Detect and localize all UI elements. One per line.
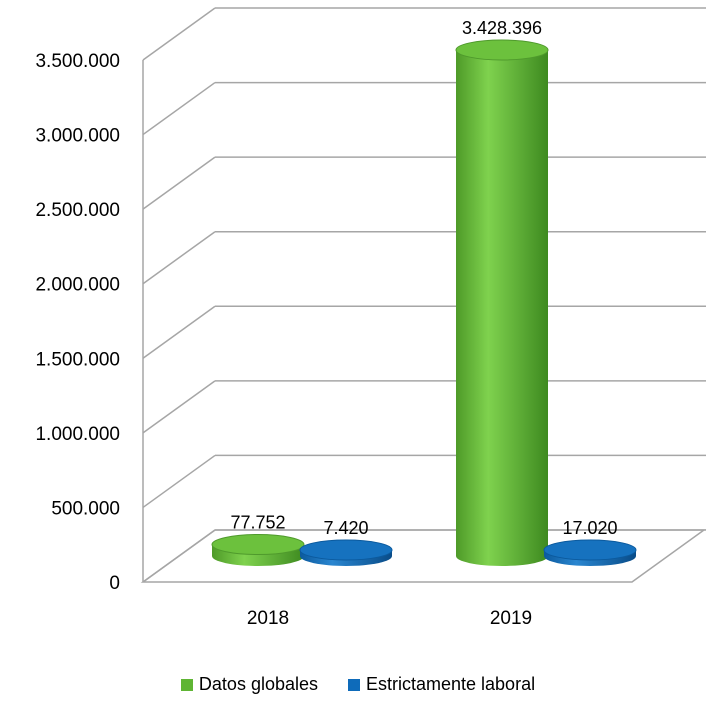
y-tick-label: 1.000.000 xyxy=(35,424,120,445)
y-tick-label: 2.000.000 xyxy=(35,275,120,296)
gridline-diagonal xyxy=(142,7,216,61)
legend-swatch-blue xyxy=(348,678,360,691)
y-tick-label: 500.000 xyxy=(51,498,120,519)
bar xyxy=(455,39,549,566)
gridline-diagonal xyxy=(142,231,216,285)
bar-top xyxy=(455,39,549,61)
data-label: 77.752 xyxy=(230,513,285,533)
bar xyxy=(543,539,637,566)
y-tick-label: 2.500.000 xyxy=(35,200,120,221)
data-label: 7.420 xyxy=(323,518,368,538)
grid-layer xyxy=(140,7,707,583)
legend-label: Estrictamente laboral xyxy=(366,674,536,694)
gridline-diagonal xyxy=(142,454,216,509)
legend-item-estrictamente-laboral: Estrictamente laboral xyxy=(348,674,535,695)
legend-item-datos-globales: Datos globales xyxy=(180,674,318,695)
legend: Datos globales Estrictamente laboral xyxy=(0,674,716,695)
y-tick-label: 3.500.000 xyxy=(35,51,120,72)
bar-body xyxy=(456,50,548,566)
gridline-diagonal xyxy=(142,156,216,210)
y-axis: 0 500.000 1.000.000 1.500.000 2.000.000 2.500… xyxy=(35,51,120,594)
bar-top xyxy=(211,534,305,556)
legend-label: Datos globales xyxy=(198,674,318,694)
chart-floor xyxy=(140,529,707,583)
x-tick-label: 2018 xyxy=(247,608,289,629)
bars-layer xyxy=(211,39,637,566)
y-tick-label: 0 xyxy=(109,573,120,594)
data-label: 17.020 xyxy=(562,518,617,538)
y-tick-label: 1.500.000 xyxy=(35,349,120,370)
x-axis: 2018 2019 xyxy=(247,608,532,629)
legend-swatch-green xyxy=(180,678,193,691)
bar xyxy=(299,539,393,566)
bar-top xyxy=(299,539,393,561)
x-tick-label: 2019 xyxy=(490,608,532,629)
y-tick-label: 3.000.000 xyxy=(35,126,120,147)
gridline-diagonal xyxy=(142,305,216,359)
bar xyxy=(211,534,305,566)
data-labels: 77.752 7.420 3.428.396 17.020 xyxy=(230,18,617,538)
bar-top xyxy=(543,539,637,561)
gridline-diagonal xyxy=(142,81,216,136)
data-label: 3.428.396 xyxy=(462,18,542,38)
gridline-diagonal xyxy=(142,380,216,434)
